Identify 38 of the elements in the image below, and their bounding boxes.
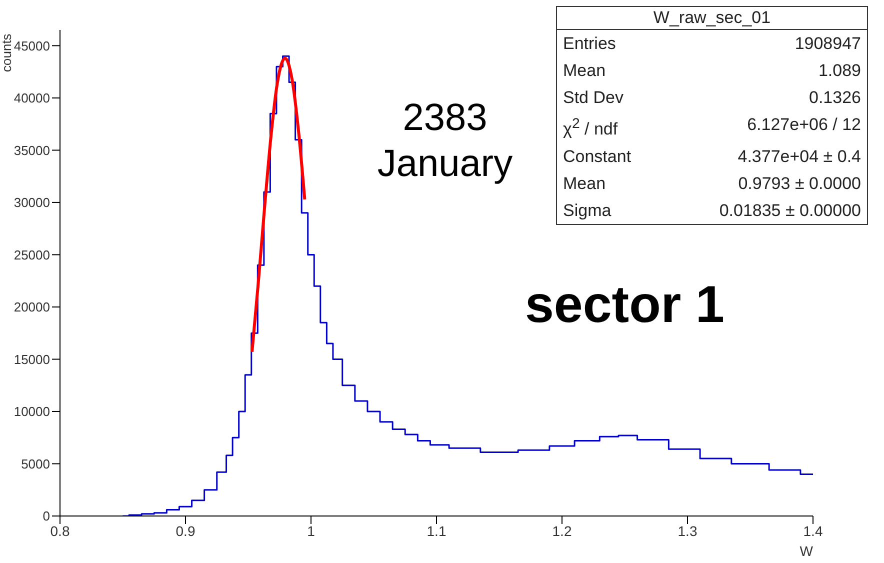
text: W_raw_sec_01	[557, 7, 867, 30]
x-axis-title: W	[800, 543, 814, 559]
annotation: 0.01835 ± 0.00000	[719, 200, 861, 222]
y-tick-label: 20000	[14, 300, 50, 315]
annotation: Sigma	[563, 200, 612, 222]
annotation: 2383	[402, 97, 488, 139]
annotation: 4.377e+04 ± 0.4	[738, 146, 861, 168]
y-tick-label: 10000	[14, 404, 50, 420]
y-axis-title: counts	[0, 34, 14, 72]
annotation: Std Dev	[563, 87, 624, 109]
y-tick-label: 0	[42, 508, 50, 524]
line-series	[250, 56, 306, 354]
text: 1.089	[818, 60, 861, 82]
annotation: Constant	[563, 146, 632, 168]
annotation: January	[377, 143, 513, 185]
y-tick-label: 35000	[14, 142, 50, 158]
x-tick-label: 0.8	[50, 522, 70, 539]
x-tick-label: 1.1	[426, 522, 446, 539]
y-tick-label: 30000	[14, 195, 50, 210]
annotation: Mean	[563, 172, 606, 195]
y-tick-label: 45000	[14, 38, 50, 54]
annotation: sector 1	[525, 275, 724, 335]
annotation: 1908947	[794, 33, 861, 55]
annotation: 0.9793 ± 0.0000	[738, 172, 861, 195]
y-tick-label: 15000	[14, 352, 50, 367]
annotation: χ$^{2}$ / ndf	[563, 115, 618, 141]
x-tick-label: 1.3	[678, 522, 698, 539]
x-tick-label: 0.9	[176, 522, 196, 539]
y-tick-label: 40000	[14, 90, 50, 106]
annotation: 0.1326	[809, 87, 861, 109]
annotation: 6.127e+06 / 12	[747, 114, 861, 136]
x-tick-label: 1.4	[803, 522, 823, 539]
y-tick-label: 25000	[14, 247, 50, 262]
annotation: Entries	[563, 33, 616, 55]
x-tick-label: 1	[307, 522, 316, 539]
y-tick-label: 5000	[21, 456, 50, 472]
annotation: Mean	[563, 60, 606, 82]
x-tick-label: 1.2	[552, 522, 572, 539]
